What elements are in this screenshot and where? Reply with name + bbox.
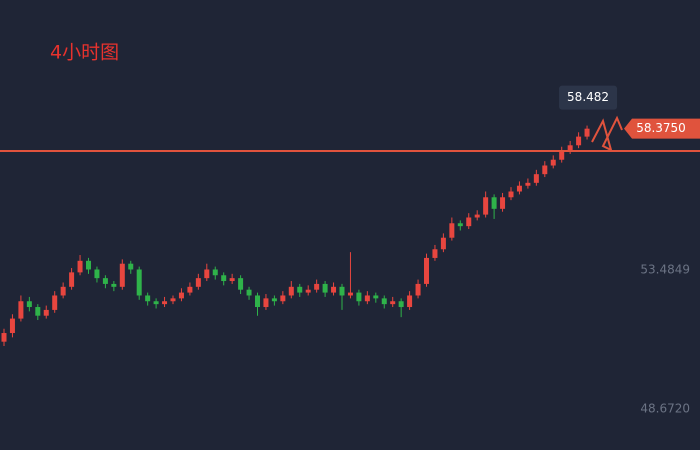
candle-body <box>474 214 480 218</box>
price-tag-label: 58.3750 <box>636 121 686 135</box>
candle-body <box>86 260 91 270</box>
candle-body <box>449 223 455 238</box>
candle-body <box>424 257 429 284</box>
tooltip-box <box>559 85 618 110</box>
candle-body <box>170 298 176 302</box>
candle-body <box>26 301 32 308</box>
candle-body <box>195 278 201 287</box>
candle-body <box>255 295 260 308</box>
candle-body <box>508 191 514 198</box>
candle-body <box>246 289 252 296</box>
candle-body <box>77 260 83 273</box>
candle-body <box>271 298 277 302</box>
candle-body <box>18 301 24 319</box>
candle-body <box>314 283 320 290</box>
candle-body <box>516 185 522 192</box>
candle-body <box>432 249 438 258</box>
candle-body <box>178 292 184 299</box>
candle-body <box>69 272 75 287</box>
candle-body <box>212 269 218 276</box>
candle-body <box>102 278 108 284</box>
candle-body <box>457 223 463 227</box>
y-tick-label: 48.6720 <box>640 401 690 415</box>
candle-body <box>466 217 472 227</box>
candle-body <box>584 128 590 137</box>
candle-body <box>559 151 565 160</box>
candle-body <box>204 269 210 279</box>
candle-body <box>187 286 193 293</box>
candle-body <box>533 174 539 183</box>
candle-body <box>491 197 497 209</box>
candle-body <box>229 278 235 282</box>
candle-body <box>52 295 58 310</box>
candle-body <box>356 292 362 302</box>
candle-body <box>238 278 244 290</box>
candle-body <box>373 295 379 299</box>
candle-body <box>542 165 548 175</box>
candle-body <box>128 263 134 270</box>
price-tag <box>624 118 700 139</box>
candle-body <box>1 333 7 342</box>
candle-body <box>390 301 396 305</box>
candle-body <box>576 136 582 146</box>
candle-body <box>288 286 294 296</box>
candle-body <box>9 318 15 334</box>
candle-body <box>280 295 286 302</box>
annotation-arrow <box>591 115 623 152</box>
candle-body <box>153 301 159 305</box>
candle-body <box>407 295 413 308</box>
candle-body <box>364 295 370 302</box>
candle-body <box>297 286 303 293</box>
candle-body <box>43 309 49 316</box>
candle-body <box>500 197 506 209</box>
candle-body <box>60 286 66 296</box>
candle-body <box>525 182 531 186</box>
candle-body <box>440 237 446 250</box>
candle-body <box>35 307 41 316</box>
candle-body <box>136 269 142 296</box>
candle-body <box>145 295 151 302</box>
candle-body <box>339 286 345 296</box>
candle-body <box>94 269 100 279</box>
candle-body <box>162 301 168 305</box>
tooltip-label: 58.482 <box>567 90 609 104</box>
candle-body <box>415 283 421 296</box>
candle-body <box>331 286 337 293</box>
candle-body <box>398 301 404 308</box>
y-tick-label: 53.4849 <box>640 262 690 276</box>
candle-body <box>305 289 311 293</box>
candle-body <box>550 159 556 166</box>
candle-body <box>221 275 227 282</box>
candle-body <box>483 197 489 215</box>
candle-body <box>567 145 573 152</box>
candle-body <box>263 298 269 308</box>
candle-body <box>381 298 387 305</box>
candle-body <box>322 283 328 293</box>
candle-body <box>111 283 117 287</box>
candle-body <box>119 263 125 287</box>
chart-title: 4小时图 <box>50 42 119 64</box>
candle-body <box>347 292 353 296</box>
